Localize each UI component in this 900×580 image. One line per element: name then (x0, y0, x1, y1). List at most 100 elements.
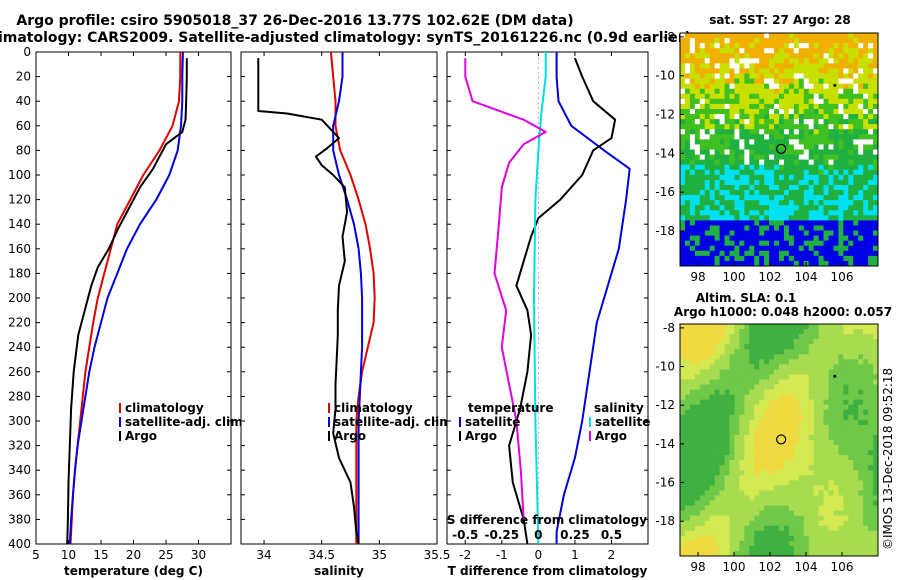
sla-map-cell (813, 344, 819, 350)
sla-map-cell (719, 445, 725, 451)
sla-map-cell (759, 500, 765, 506)
sla-map-cell (779, 429, 785, 436)
sst-map-cell (873, 240, 879, 247)
sla-map-cell (694, 424, 701, 431)
sst-map-cell (719, 144, 725, 150)
sla-map-cell (774, 354, 780, 360)
sst-map-cell (754, 88, 760, 95)
difference-line-t-satellite (555, 52, 631, 544)
sst-map-cell (798, 240, 805, 247)
sst-map-cell (833, 149, 839, 155)
sst-map-cell (769, 245, 775, 252)
sla-map-cell (798, 369, 805, 375)
sst-map-cell (788, 73, 795, 79)
sst-map-cell (793, 179, 800, 186)
sst-map-cell (754, 174, 760, 181)
sla-map-cell (769, 500, 775, 506)
sst-map-cell (754, 103, 760, 110)
sst-map-cell (724, 149, 730, 155)
sst-map-cell (858, 225, 864, 231)
sst-map-cell (853, 58, 859, 64)
sst-map-cell (779, 179, 785, 186)
sla-map-cell (734, 490, 740, 496)
sst-map-cell (779, 98, 785, 105)
sst-map-cell (684, 98, 691, 105)
sla-map-cell (729, 520, 735, 527)
sst-map-cell (694, 98, 701, 105)
sla-map-cell (774, 424, 780, 431)
sst-map-cell (764, 33, 770, 39)
sst-map-cell (793, 210, 800, 216)
sla-map-cell (813, 424, 819, 431)
sla-map-cell (798, 485, 805, 491)
sla-map-cell (769, 394, 775, 400)
sla-map-cell (704, 324, 710, 330)
sla-map-cell (788, 429, 795, 436)
x-tick-label: 5 (32, 548, 40, 562)
sla-map-cell (704, 404, 710, 411)
sst-map-cell (754, 134, 760, 140)
sla-map-cell (709, 485, 715, 491)
sst-map-cell (868, 33, 874, 39)
sla-map-cell (823, 445, 829, 451)
sst-map-cell (739, 98, 745, 105)
sst-map-cell (868, 119, 874, 125)
sst-map-cell (843, 255, 849, 262)
sst-map-cell (680, 200, 686, 206)
sst-map-cell (764, 245, 770, 252)
sst-map-cell (843, 98, 849, 105)
sla-map-cell (808, 525, 814, 532)
sla-map-cell (833, 475, 839, 481)
sst-map-cell (823, 200, 829, 206)
sst-map-cell (858, 114, 864, 120)
sla-map-cell (783, 495, 790, 501)
sla-map-cell (863, 344, 869, 350)
sst-map-cell (744, 33, 750, 39)
sst-map-cell (719, 215, 725, 221)
sla-map-cell (734, 510, 740, 516)
sst-map-cell (779, 200, 785, 206)
sst-map-cell (863, 63, 869, 69)
sst-map-cell (823, 245, 829, 252)
sst-map-cell (833, 245, 839, 252)
sst-map-cell (774, 149, 780, 155)
sla-map-cell (734, 535, 740, 542)
sla-map-cell (833, 450, 839, 456)
sst-map-cell (684, 174, 691, 181)
sst-map-cell (803, 108, 809, 115)
sla-map-cell (808, 324, 814, 330)
sst-map-cell (739, 139, 745, 145)
sst-map-cell (818, 230, 824, 236)
sst-map-cell (853, 230, 859, 236)
sst-map-cell (744, 159, 750, 165)
sla-map-cell (833, 455, 839, 461)
sst-map-cell (818, 179, 824, 186)
sst-map-cell (699, 73, 706, 79)
sla-map-cell (774, 339, 780, 345)
sst-map-cell (833, 235, 839, 241)
sla-map-cell (699, 419, 706, 426)
sst-map-cell (734, 129, 740, 135)
sst-map-cell (714, 83, 720, 90)
sst-map-cell (783, 98, 790, 105)
sst-map-cell (704, 164, 710, 171)
sla-map-cell (808, 475, 814, 481)
sla-map-cell (863, 349, 869, 355)
sst-map-cell (843, 195, 849, 201)
sst-map-cell (680, 124, 686, 130)
difference-temperature-legend-label: Argo (465, 429, 497, 443)
sst-map-cell (719, 179, 725, 186)
sst-map-cell (833, 174, 839, 181)
sla-map-cell (764, 540, 770, 547)
sla-map-cell (734, 359, 740, 365)
sst-map-cell (759, 159, 765, 165)
sla-map-cell (868, 535, 874, 542)
sla-map-cell (689, 409, 696, 416)
sla-map-cell (729, 374, 735, 380)
sst-map-cell (699, 124, 706, 130)
sst-map-cell (709, 215, 715, 221)
sst-map-cell (823, 205, 829, 211)
sla-map-cell (823, 354, 829, 360)
sst-map-cell (759, 73, 765, 79)
sla-map-cell (719, 540, 725, 547)
